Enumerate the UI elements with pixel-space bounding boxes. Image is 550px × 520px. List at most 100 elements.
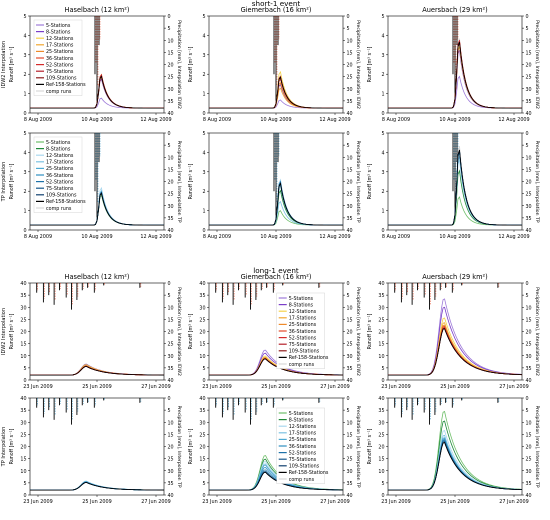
series-ref-158-stations [209, 182, 343, 226]
series-ref-158-stations [388, 41, 523, 109]
left-tick-label: 30 [378, 420, 384, 426]
left-tick-label: 40 [199, 396, 205, 402]
legend: 5-Stations8-Stations12-Stations17-Statio… [33, 19, 86, 96]
right-tick-label: 15 [347, 432, 353, 438]
x-tick-label: 12 Aug 2009 [498, 117, 529, 123]
panel-tp-1: 0 5 10 15 20 25 30 35 40 0 5 10 15 20 25 30 35 40 23 Jun 2… [188, 396, 361, 505]
left-tick-label: 25 [378, 432, 384, 438]
x-tick-label: 25 Jun 2009 [440, 384, 469, 390]
right-tick-label: 10 [168, 38, 174, 44]
legend-entry: comp runs [289, 477, 315, 483]
left-tick-label: 30 [378, 305, 384, 311]
left-tick-label: 15 [378, 457, 384, 463]
left-tick-label: 1 [23, 92, 26, 98]
right-tick-label: 35 [347, 216, 353, 222]
right-tick-label: 15 [168, 317, 174, 323]
runoff-axis-label: Runoff [m³ s⁻¹] [188, 163, 194, 199]
left-tick-label: 4 [23, 33, 26, 39]
legend-entry: 8-Stations [46, 29, 71, 35]
panel-tp-2: 0 1 2 3 4 5 0 5 10 15 20 25 30 35 40 8 Aug 2009 10 Aug 2… [367, 131, 540, 240]
left-tick-label: 35 [378, 408, 384, 414]
legend-entry: 12-Stations [289, 424, 317, 430]
left-tick-label: 10 [20, 469, 26, 475]
legend-entry: 75-Stations [46, 69, 74, 75]
right-tick-label: 40 [168, 378, 174, 384]
right-tick-label: 5 [347, 293, 350, 299]
right-tick-label: 30 [347, 354, 353, 360]
legend-entry: 12-Stations [46, 153, 74, 159]
left-tick-label: 1 [202, 92, 205, 98]
right-tick-label: 25 [347, 342, 353, 348]
right-tick-label: 25 [168, 342, 174, 348]
right-tick-label: 35 [526, 99, 532, 105]
left-tick-label: 2 [381, 72, 384, 78]
left-tick-label: 5 [23, 366, 26, 372]
x-tick-label: 12 Aug 2009 [498, 234, 529, 240]
left-tick-label: 10 [378, 469, 384, 475]
right-tick-label: 15 [168, 432, 174, 438]
legend-entry: 109-Stations [46, 193, 77, 199]
right-tick-label: 35 [168, 216, 174, 222]
right-tick-label: 10 [347, 155, 353, 161]
left-tick-label: 10 [378, 354, 384, 360]
right-tick-label: 40 [347, 378, 353, 384]
right-tick-label: 40 [347, 111, 353, 117]
right-tick-label: 20 [168, 63, 174, 69]
left-tick-label: 0 [202, 228, 205, 234]
runoff-axis-label: Runoff [m³ s⁻¹] [9, 428, 15, 464]
x-tick-label: 12 Aug 2009 [319, 117, 350, 123]
left-tick-label: 3 [23, 170, 26, 176]
left-tick-label: 40 [378, 396, 384, 402]
right-tick-label: 15 [526, 317, 532, 323]
x-tick-label: 8 Aug 2009 [382, 234, 410, 240]
legend-entry: 75-Stations [46, 186, 74, 192]
right-tick-label: 0 [526, 131, 529, 137]
x-tick-label: 10 Aug 2009 [439, 234, 470, 240]
right-tick-label: 35 [347, 481, 353, 487]
left-tick-label: 2 [202, 189, 205, 195]
left-tick-label: 0 [381, 493, 384, 499]
left-tick-label: 40 [20, 396, 26, 402]
left-tick-label: 10 [199, 354, 205, 360]
legend-entry: 52-Stations [289, 335, 317, 341]
right-tick-label: 10 [526, 38, 532, 44]
right-tick-label: 25 [168, 75, 174, 81]
x-tick-label: 23 Jun 2009 [202, 499, 231, 505]
runoff-axis-label: Runoff [m³ s⁻¹] [367, 46, 373, 82]
legend-entry: Ref-158-Stations [289, 470, 329, 476]
right-tick-label: 20 [168, 330, 174, 336]
right-tick-label: 15 [168, 167, 174, 173]
legend-entry: 75-Stations [289, 457, 317, 463]
legend-entry: 5-Stations [289, 296, 314, 302]
series-ref-158-stations [388, 149, 522, 226]
legend-entry: 25-Stations [46, 49, 74, 55]
left-tick-label: 20 [20, 445, 26, 451]
runoff-axis-label: Runoff [m³ s⁻¹] [367, 428, 373, 464]
legend: 5-Stations8-Stations12-Stations17-Statio… [276, 292, 329, 369]
right-tick-label: 25 [168, 457, 174, 463]
legend-entry: 5-Stations [46, 140, 71, 146]
right-tick-label: 15 [168, 50, 174, 56]
right-tick-label: 15 [347, 167, 353, 173]
left-tick-label: 0 [23, 378, 26, 384]
left-tick-label: 0 [202, 111, 205, 117]
panel-title: Giemerbach (16 km²) [241, 6, 312, 14]
panel-title: Auersbach (29 km²) [422, 273, 488, 281]
x-tick-label: 23 Jun 2009 [23, 384, 52, 390]
left-tick-label: 30 [20, 420, 26, 426]
left-tick-label: 30 [199, 420, 205, 426]
right-tick-label: 40 [347, 228, 353, 234]
right-tick-label: 5 [168, 143, 171, 149]
x-tick-label: 27 Jun 2009 [320, 384, 349, 390]
legend-entry: 17-Stations [289, 316, 317, 322]
right-tick-label: 40 [347, 493, 353, 499]
right-tick-label: 0 [347, 14, 350, 20]
runoff-axis-label: Runoff [m³ s⁻¹] [9, 313, 15, 349]
right-tick-label: 10 [526, 420, 532, 426]
row-label: TP Interpolation [1, 162, 7, 203]
precip-axis-label: Precipitation [mm], Interpolation IDW2 [355, 20, 361, 109]
legend-entry: 36-Stations [46, 173, 74, 179]
x-tick-label: 23 Jun 2009 [381, 499, 410, 505]
left-tick-label: 2 [23, 72, 26, 78]
